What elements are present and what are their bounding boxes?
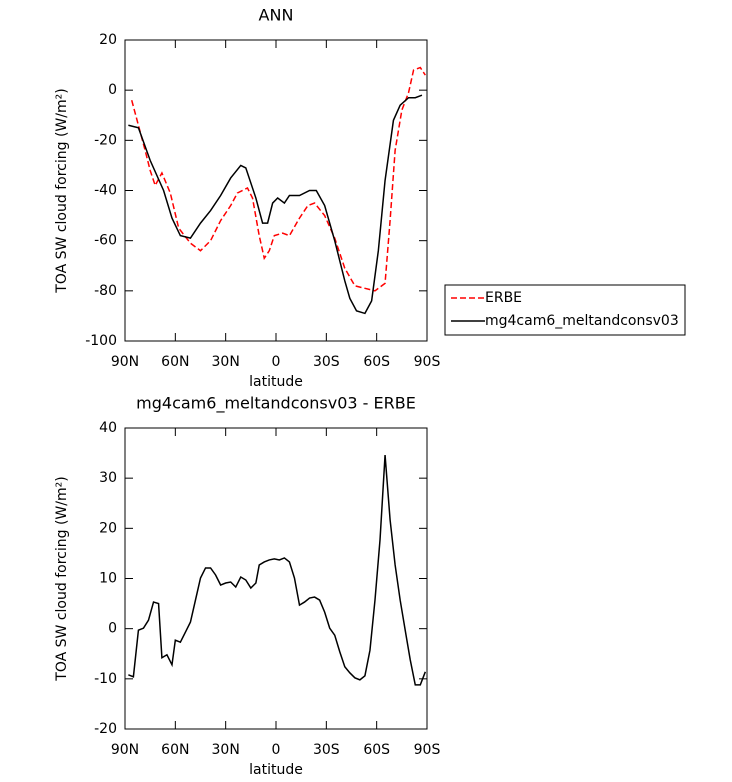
y-tick-label: -80 — [94, 283, 117, 299]
x-tick-label: 30N — [212, 354, 240, 370]
x-tick-label: 60S — [363, 742, 390, 758]
y-tick-label: 20 — [99, 520, 117, 536]
y-tick-label: 20 — [99, 32, 117, 48]
x-tick-label: 30N — [212, 742, 240, 758]
x-tick-label: 30S — [313, 742, 340, 758]
chart-title: mg4cam6_meltandconsv03 - ERBE — [136, 394, 416, 414]
y-axis-label: TOA SW cloud forcing (W/m²) — [54, 88, 70, 293]
legend-box — [444, 284, 686, 336]
plot-frame — [124, 427, 428, 730]
y-axis-label: TOA SW cloud forcing (W/m²) — [54, 476, 70, 681]
x-tick-label: 30S — [313, 354, 340, 370]
x-axis-label: latitude — [249, 762, 303, 778]
x-tick-label: 0 — [272, 354, 281, 370]
y-tick-label: 10 — [99, 571, 117, 587]
data-line — [128, 94, 423, 315]
x-tick-label: 90S — [414, 742, 441, 758]
data-line — [130, 66, 426, 292]
y-tick-label: -100 — [85, 333, 117, 349]
y-tick-label: 0 — [108, 82, 117, 98]
y-tick-label: -20 — [94, 132, 117, 148]
y-tick-label: -60 — [94, 233, 117, 249]
y-tick-label: 30 — [99, 470, 117, 486]
data-line — [128, 455, 427, 686]
x-tick-label: 0 — [272, 742, 281, 758]
y-tick-label: -20 — [94, 721, 117, 737]
y-tick-label: -40 — [94, 183, 117, 199]
x-tick-label: 60N — [161, 742, 189, 758]
x-tick-label: 90N — [111, 742, 139, 758]
x-tick-label: 60S — [363, 354, 390, 370]
x-axis-label: latitude — [249, 374, 303, 390]
legend-label: ERBE — [485, 290, 522, 306]
chart-title: ANN — [259, 6, 294, 25]
x-tick-label: 90N — [111, 354, 139, 370]
legend-label: mg4cam6_meltandconsv03 — [485, 313, 679, 329]
y-tick-label: 0 — [108, 621, 117, 637]
y-tick-label: -10 — [94, 671, 117, 687]
plot-frame — [124, 39, 428, 342]
x-tick-label: 60N — [161, 354, 189, 370]
y-tick-label: 40 — [99, 420, 117, 436]
x-tick-label: 90S — [414, 354, 441, 370]
